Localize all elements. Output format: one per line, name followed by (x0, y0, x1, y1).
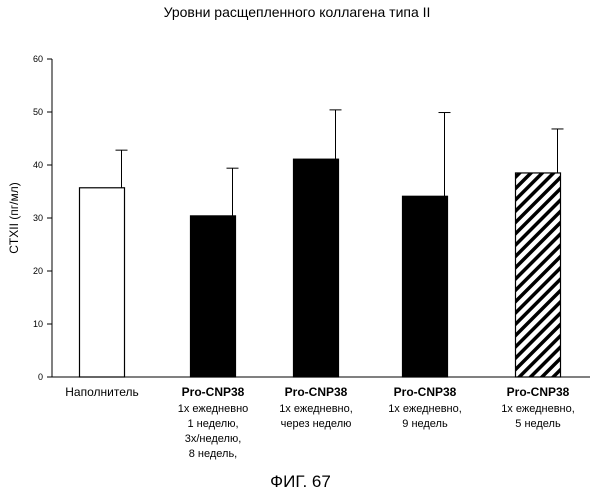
x-category-detail: 3х/неделю, (185, 433, 242, 445)
y-tick-label: 40 (33, 160, 43, 170)
y-tick-label: 50 (33, 107, 43, 117)
figure-caption: ФИГ. 67 (0, 472, 601, 492)
bar (403, 196, 448, 377)
x-category-name: Pro-CNP38 (285, 385, 348, 399)
x-category-detail: 1х ежедневно, (501, 403, 575, 415)
y-tick-label: 20 (33, 266, 43, 276)
x-category-detail: 9 недель (402, 418, 448, 430)
bar (80, 188, 125, 377)
y-tick-label: 0 (38, 372, 43, 382)
x-category-name: Pro-CNP38 (182, 385, 245, 399)
x-category-detail: 1х ежедневно, (279, 403, 353, 415)
bar (294, 159, 339, 377)
x-category-detail: 1х ежедневно (178, 403, 249, 415)
x-category-detail: 8 недель, (189, 448, 238, 460)
bar-chart: Уровни расщепленного коллагена типа II C… (0, 0, 601, 500)
y-tick-label: 10 (33, 319, 43, 329)
x-category-name: Pro-CNP38 (394, 385, 457, 399)
bar (516, 173, 561, 377)
x-category-detail: 1х ежедневно, (388, 403, 462, 415)
y-axis-label: CTXII (пг/мл) (7, 182, 21, 253)
chart-title: Уровни расщепленного коллагена типа II (164, 4, 431, 20)
x-category-label: Наполнитель (65, 385, 138, 399)
x-category-name: Pro-CNP38 (507, 385, 570, 399)
y-tick-label: 60 (33, 54, 43, 64)
bar (191, 216, 236, 377)
x-category-detail: через неделю (281, 418, 352, 430)
x-category-detail: 1 неделю, (187, 418, 238, 430)
x-category-detail: 5 недель (515, 418, 561, 430)
y-tick-label: 30 (33, 213, 43, 223)
